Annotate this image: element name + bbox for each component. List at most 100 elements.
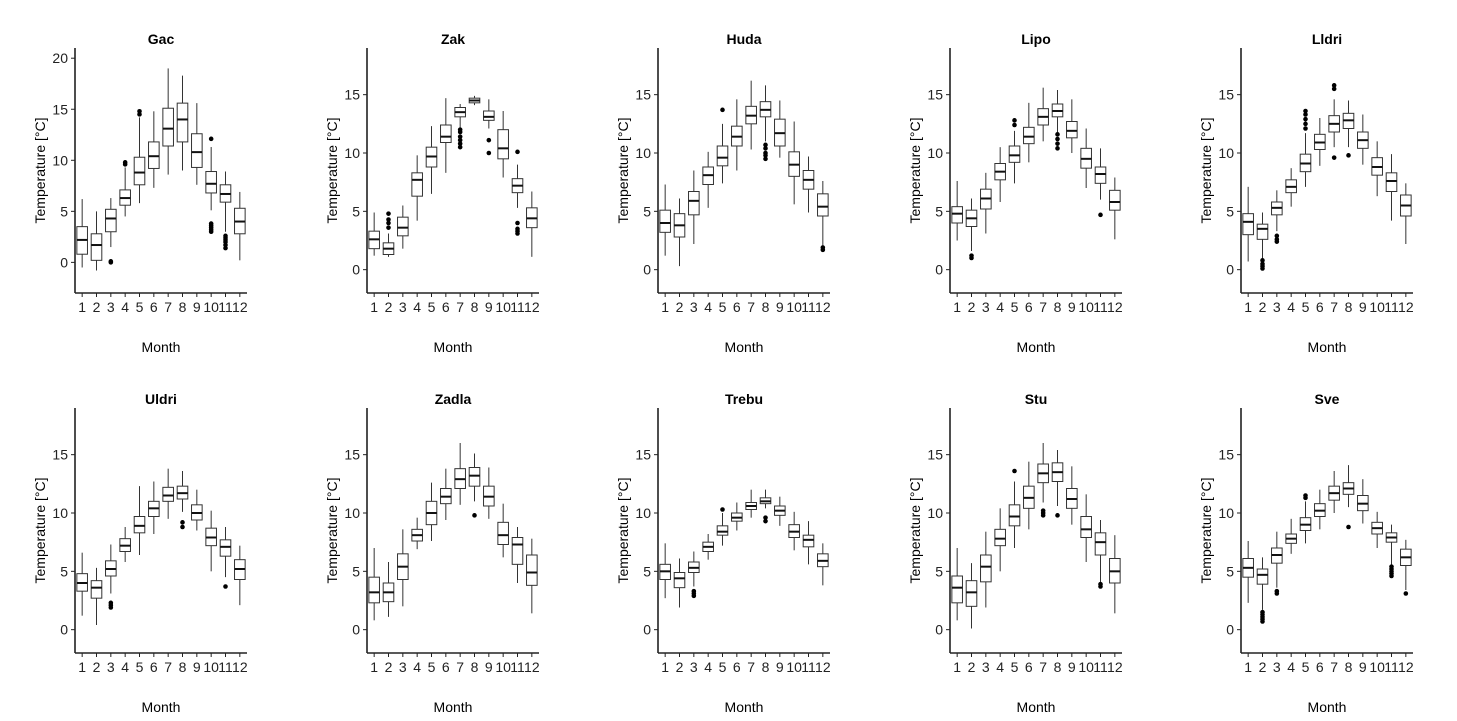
x-tick-label: 5 bbox=[428, 659, 436, 675]
y-tick-label: 10 bbox=[635, 145, 651, 161]
x-tick-label: 10 bbox=[1369, 659, 1385, 675]
x-tick-label: 4 bbox=[996, 299, 1004, 315]
box bbox=[397, 216, 409, 237]
outlier-point bbox=[486, 137, 492, 143]
x-tick-label: 7 bbox=[1039, 299, 1047, 315]
x-tick-label: 12 bbox=[1398, 659, 1414, 675]
x-tick-label: 2 bbox=[93, 659, 101, 675]
x-tick-label: 10 bbox=[495, 659, 511, 675]
y-axis-label: Temperature [°C] bbox=[324, 118, 340, 224]
x-tick-label: 1 bbox=[953, 659, 961, 675]
y-tick-label: 0 bbox=[643, 262, 651, 278]
box bbox=[688, 191, 700, 216]
outlier-point bbox=[515, 220, 520, 226]
y-tick-label: 10 bbox=[52, 152, 68, 168]
x-tick-label: 7 bbox=[1039, 659, 1047, 675]
box bbox=[802, 534, 815, 548]
box bbox=[1008, 504, 1021, 527]
y-tick-label: 15 bbox=[927, 87, 943, 103]
x-tick-label: 12 bbox=[1398, 299, 1414, 315]
x-tick-label: 1 bbox=[953, 299, 961, 315]
box bbox=[526, 554, 538, 586]
x-tick-label: 5 bbox=[719, 659, 727, 675]
panel-title: Gac bbox=[148, 31, 175, 47]
x-tick-label: 9 bbox=[1068, 659, 1076, 675]
y-tick-label: 0 bbox=[60, 622, 68, 638]
x-tick-label: 3 bbox=[399, 299, 407, 315]
box bbox=[980, 554, 992, 583]
y-axis-label: Temperature [°C] bbox=[907, 118, 923, 224]
outlier-point bbox=[1055, 132, 1060, 137]
x-tick-label: 2 bbox=[676, 299, 684, 315]
y-axis-label: Temperature [°C] bbox=[324, 478, 340, 584]
y-tick-label: 5 bbox=[352, 563, 360, 579]
outlier-point bbox=[457, 144, 463, 150]
x-tick-label: 8 bbox=[179, 299, 187, 315]
outlier-point bbox=[386, 225, 391, 230]
y-tick-label: 15 bbox=[344, 447, 360, 463]
x-tick-label: 12 bbox=[815, 659, 831, 675]
x-tick-label: 6 bbox=[150, 659, 158, 675]
y-tick-label: 0 bbox=[935, 622, 943, 638]
x-tick-label: 5 bbox=[136, 659, 144, 675]
x-tick-label: 6 bbox=[733, 659, 741, 675]
x-tick-label: 3 bbox=[982, 299, 990, 315]
outlier-point bbox=[1274, 233, 1280, 239]
x-tick-label: 10 bbox=[786, 299, 802, 315]
x-tick-label: 3 bbox=[107, 299, 115, 315]
x-tick-label: 6 bbox=[1025, 299, 1033, 315]
outlier-point bbox=[108, 605, 114, 610]
x-tick-label: 6 bbox=[150, 299, 158, 315]
box bbox=[483, 110, 495, 121]
x-tick-label: 9 bbox=[193, 299, 201, 315]
x-tick-label: 11 bbox=[218, 299, 233, 315]
outlier-point bbox=[1331, 83, 1337, 88]
outlier-point bbox=[208, 136, 214, 142]
x-tick-label: 7 bbox=[1330, 659, 1338, 675]
y-tick-label: 0 bbox=[1226, 262, 1234, 278]
x-tick-label: 12 bbox=[1107, 299, 1123, 315]
y-tick-label: 15 bbox=[927, 447, 943, 463]
x-tick-label: 1 bbox=[661, 659, 669, 675]
box bbox=[162, 486, 174, 502]
y-tick-label: 5 bbox=[60, 203, 68, 219]
x-tick-label: 3 bbox=[107, 659, 115, 675]
y-axis-label: Temperature [°C] bbox=[1198, 478, 1214, 584]
outlier-point bbox=[1346, 524, 1351, 530]
x-axis-label: Month bbox=[725, 699, 764, 715]
box bbox=[133, 156, 146, 186]
x-tick-label: 7 bbox=[456, 299, 464, 315]
x-tick-label: 8 bbox=[1054, 659, 1062, 675]
box bbox=[90, 580, 103, 599]
x-tick-label: 6 bbox=[733, 299, 741, 315]
box bbox=[1080, 516, 1092, 538]
outlier-point bbox=[457, 127, 463, 132]
outlier-point bbox=[1303, 493, 1308, 498]
x-axis-label: Month bbox=[1308, 699, 1347, 715]
x-tick-label: 12 bbox=[815, 299, 831, 315]
box bbox=[951, 575, 963, 604]
y-tick-label: 5 bbox=[643, 203, 651, 219]
box bbox=[497, 521, 509, 545]
panel-title: Zak bbox=[441, 31, 465, 47]
x-tick-label: 1 bbox=[1244, 299, 1252, 315]
y-tick-label: 5 bbox=[643, 563, 651, 579]
x-tick-label: 11 bbox=[510, 659, 525, 675]
box bbox=[105, 208, 117, 233]
outlier-point bbox=[1303, 116, 1308, 122]
outlier-point bbox=[1389, 573, 1394, 579]
outlier-point bbox=[820, 247, 826, 253]
x-tick-label: 4 bbox=[996, 659, 1004, 675]
panel-title: Lipo bbox=[1021, 31, 1051, 47]
box bbox=[133, 516, 146, 534]
box bbox=[1066, 121, 1078, 139]
x-tick-label: 7 bbox=[164, 659, 172, 675]
y-tick-label: 10 bbox=[344, 145, 360, 161]
box bbox=[511, 537, 524, 565]
outlier-point bbox=[457, 141, 463, 146]
